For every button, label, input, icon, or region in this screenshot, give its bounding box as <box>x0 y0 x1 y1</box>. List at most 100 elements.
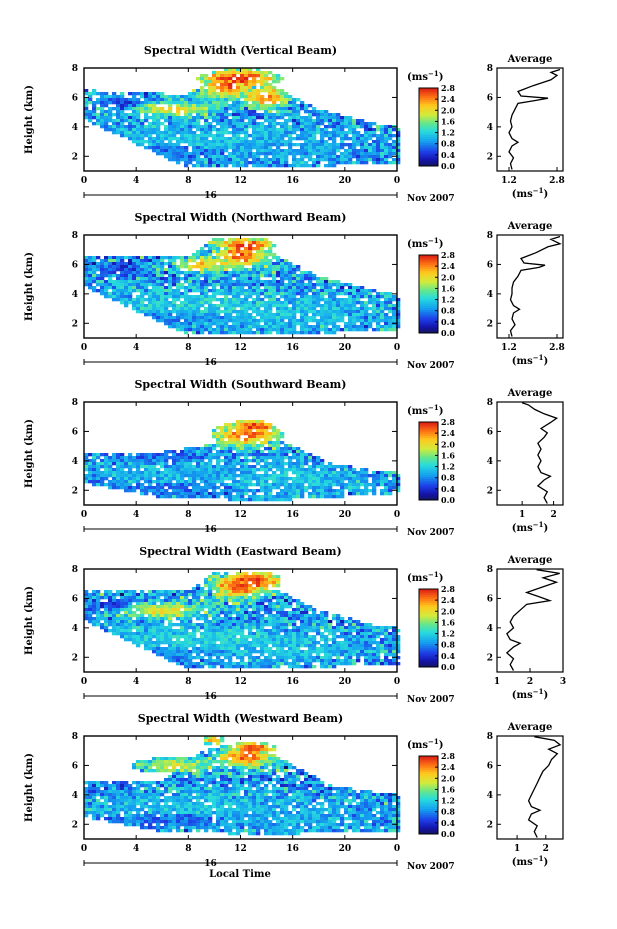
heatmap-cell <box>140 456 145 460</box>
heatmap-cell <box>396 474 401 478</box>
heatmap-cell <box>136 92 141 96</box>
heatmap-cell <box>248 325 253 329</box>
heatmap-cell <box>344 471 349 475</box>
heatmap-cell <box>112 483 117 487</box>
heatmap-cell <box>192 131 197 135</box>
heatmap-cell <box>112 268 117 272</box>
heatmap-cell <box>200 292 205 296</box>
heatmap-cell <box>104 462 109 466</box>
heatmap-cell <box>208 152 213 156</box>
heatmap-cell <box>216 441 221 445</box>
heatmap-cell <box>132 286 137 290</box>
heatmap-cell <box>284 295 289 299</box>
heatmap-cell <box>232 480 237 484</box>
colorbar-tick-label: 1.2 <box>441 128 455 138</box>
heatmap-cell <box>368 307 373 311</box>
heatmap-cell <box>112 453 117 457</box>
heatmap-cell <box>264 313 269 317</box>
heatmap-cell <box>240 92 245 96</box>
heatmap-cell <box>184 277 189 281</box>
heatmap-cell <box>288 149 293 153</box>
heatmap-cell <box>260 253 265 257</box>
heatmap-cell <box>172 119 177 123</box>
heatmap-cell <box>312 152 317 156</box>
colorbar-segment <box>419 325 438 328</box>
heatmap-cell <box>192 95 197 99</box>
heatmap-cell <box>128 462 133 466</box>
heatmap-cell <box>244 131 249 135</box>
heatmap-cell <box>228 307 233 311</box>
heatmap-cell <box>188 271 193 275</box>
heatmap-cell <box>168 635 173 639</box>
heatmap-cell <box>260 241 265 245</box>
heatmap-cell <box>252 322 257 326</box>
average-frame <box>496 234 564 339</box>
heatmap-cell <box>296 104 301 108</box>
heatmap-cell <box>328 331 333 335</box>
heatmap-cell <box>224 325 229 329</box>
heatmap-cell <box>340 158 345 162</box>
heatmap-cell <box>200 453 205 457</box>
heatmap-cell <box>88 477 93 481</box>
heatmap-cell <box>260 77 265 81</box>
heatmap-cell <box>300 295 305 299</box>
heatmap-cell <box>108 623 113 627</box>
heatmap-cell <box>172 116 177 120</box>
heatmap-cell <box>228 289 233 293</box>
average-frame <box>496 67 564 172</box>
heatmap-cell <box>220 277 225 281</box>
heatmap-cell <box>92 286 97 290</box>
heatmap-cell <box>180 146 185 150</box>
heatmap-cell <box>244 143 249 147</box>
heatmap-cell <box>200 459 205 463</box>
heatmap-cell <box>124 98 129 102</box>
heatmap-cell <box>348 161 353 165</box>
heatmap-cell <box>292 325 297 329</box>
heatmap-cell <box>284 277 289 281</box>
heatmap-cell <box>272 152 277 156</box>
heatmap-cell <box>112 92 117 96</box>
heatmap-cell <box>308 113 313 117</box>
heatmap-cell <box>352 134 357 138</box>
heatmap-cell <box>100 259 105 263</box>
heatmap-cell <box>124 617 129 621</box>
heatmap-cell <box>224 128 229 132</box>
heatmap-cell <box>220 471 225 475</box>
heatmap-cell <box>168 95 173 99</box>
heatmap-cell <box>224 119 229 123</box>
heatmap-cell <box>216 253 221 257</box>
heatmap-cell <box>156 146 161 150</box>
heatmap-cell <box>108 590 113 594</box>
heatmap-cell <box>304 325 309 329</box>
heatmap-cell <box>236 450 241 454</box>
heatmap-cell <box>328 310 333 314</box>
heatmap-cell <box>276 319 281 323</box>
heatmap-cell <box>148 98 153 102</box>
heatmap-cell <box>124 474 129 478</box>
heatmap-cell <box>280 283 285 287</box>
heatmap-cell <box>192 483 197 487</box>
heatmap-cell <box>380 152 385 156</box>
heatmap-cell <box>172 641 177 645</box>
heatmap-cell <box>228 137 233 141</box>
heatmap-cell <box>208 331 213 335</box>
heatmap-cell <box>276 286 281 290</box>
colorbar-segment <box>419 113 438 116</box>
heatmap-cell <box>392 480 397 484</box>
heatmap-cell <box>168 480 173 484</box>
heatmap-cell <box>264 322 269 326</box>
heatmap-cell <box>164 650 169 654</box>
heatmap-cell <box>260 271 265 275</box>
heatmap-cell <box>344 158 349 162</box>
heatmap-cell <box>316 465 321 469</box>
heatmap-cell <box>264 143 269 147</box>
heatmap-cell <box>108 459 113 463</box>
heatmap-cell <box>180 107 185 111</box>
heatmap-cell <box>152 280 157 284</box>
heatmap-cell <box>92 483 97 487</box>
heatmap-cell <box>112 459 117 463</box>
heatmap-cell <box>236 77 241 81</box>
heatmap-cell <box>304 316 309 320</box>
heatmap-cell <box>184 656 189 660</box>
date-label: Nov 2007 <box>407 361 455 371</box>
